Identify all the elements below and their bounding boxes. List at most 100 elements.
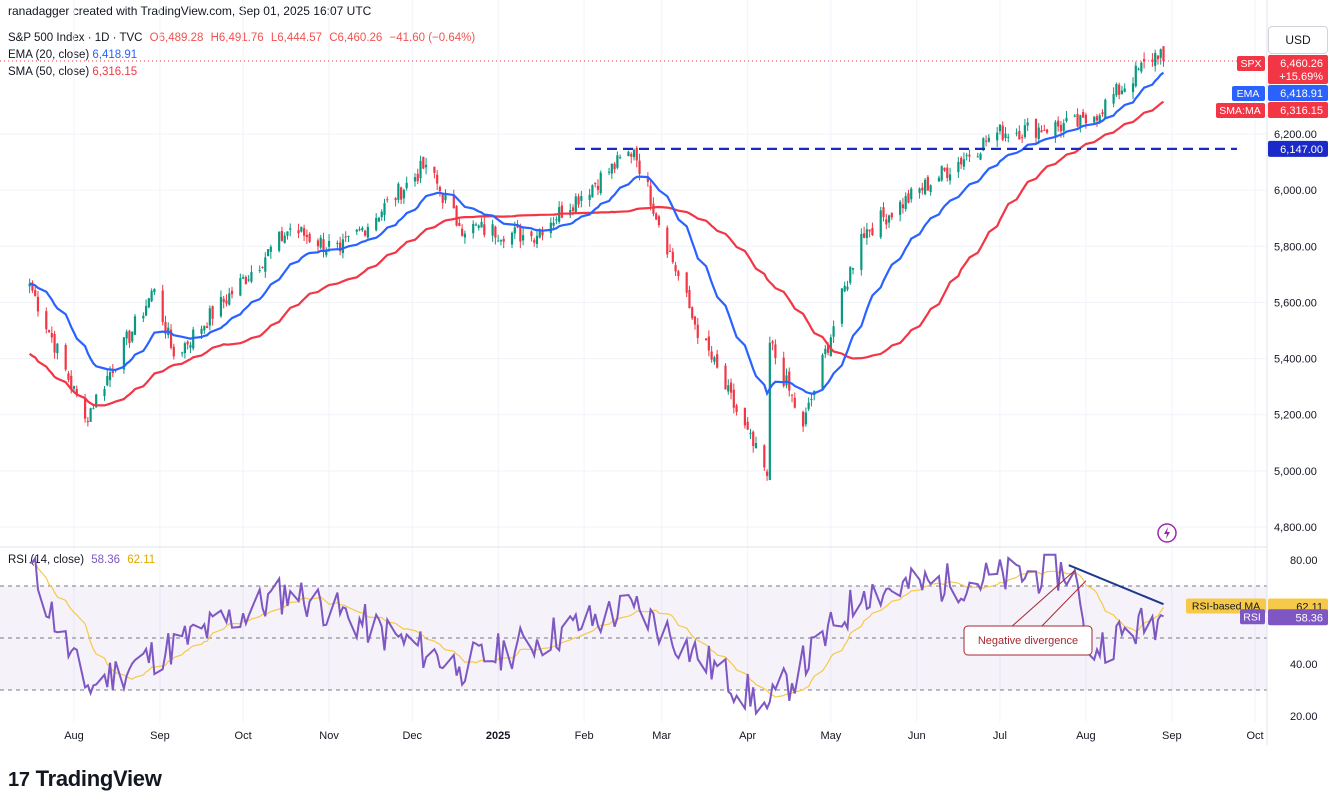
tradingview-logo-mark: 17: [8, 769, 30, 791]
spx-chip: [1237, 56, 1265, 71]
sma-legend-label: SMA (50, close): [8, 66, 90, 78]
candle-body: [461, 228, 464, 236]
candle-body: [189, 344, 192, 348]
rsi-axis-ticks: 20.00 40.00 80.00: [1290, 555, 1318, 723]
candle-body: [1137, 68, 1140, 70]
candle-body: [596, 185, 600, 190]
candle-body: [580, 196, 583, 201]
time-tick-label: Mar: [652, 730, 671, 742]
candle-body: [1095, 116, 1099, 121]
ema-legend-value: 6,418.91: [92, 49, 138, 61]
time-tick-label: May: [820, 730, 841, 742]
candle-body: [327, 240, 331, 247]
ema-chip-text: EMA: [1237, 88, 1260, 100]
time-tick-label: Sep: [1162, 730, 1182, 742]
candle-body: [793, 397, 796, 408]
rsi-tick-label: 40.00: [1290, 659, 1318, 671]
candle-body: [713, 357, 716, 362]
candle-body: [258, 269, 261, 271]
divergence-annotation: Negative divergence: [963, 564, 1164, 656]
candle-body: [416, 173, 419, 182]
candle-body: [211, 306, 214, 319]
candle-body: [244, 276, 247, 285]
candle-body: [242, 277, 245, 279]
price-tick-label: 5,400.00: [1274, 354, 1317, 366]
rsi-tag-text: 58.36: [1295, 612, 1323, 624]
time-tick-label: Jun: [908, 730, 926, 742]
candle-body: [1015, 132, 1018, 134]
price-tags: SPX 6,460.26+15.69% EMA 6,418.91 SMA:MA 6,316…: [1186, 55, 1328, 626]
candle-body: [962, 159, 966, 167]
candle-body: [106, 375, 109, 386]
candle-body: [1076, 114, 1079, 127]
candle-body: [752, 431, 755, 446]
candle-body: [67, 373, 70, 380]
candle-body: [533, 240, 536, 243]
candle-body: [510, 232, 514, 245]
candle-body: [691, 307, 694, 319]
candle-body: [879, 210, 882, 238]
candle-body: [907, 193, 910, 203]
candle-body: [987, 137, 990, 142]
candle-body: [319, 237, 322, 248]
sma-legend-row[interactable]: SMA (50, close) 6,316.15: [8, 64, 479, 81]
time-tick-label: Dec: [402, 730, 422, 742]
candle-body: [436, 174, 439, 184]
candle-body: [1093, 116, 1096, 123]
candle-body: [502, 238, 505, 242]
symbol-ohlc-row[interactable]: S&P 500 Index · 1D · TVC O6,489.28 H6,49…: [8, 30, 479, 47]
candle-body: [696, 324, 699, 338]
ema-legend-row[interactable]: EMA (20, close) 6,418.91: [8, 47, 479, 64]
candle-body: [998, 124, 1002, 132]
candle-body: [707, 336, 710, 351]
candle-body: [1104, 99, 1107, 119]
candle-body: [1098, 115, 1101, 124]
candle-body: [754, 443, 758, 449]
annotation-pointer: [1009, 570, 1076, 629]
candle-body: [452, 194, 455, 209]
candle-body: [560, 205, 564, 218]
candle-body: [247, 279, 250, 281]
candle-body: [1162, 46, 1165, 61]
candle-body: [810, 398, 813, 401]
candle-body: [630, 154, 633, 157]
candle-body: [1073, 115, 1076, 117]
candle-body: [890, 213, 893, 218]
candle-body: [599, 172, 602, 194]
candle-body: [1082, 112, 1085, 118]
tradingview-logo[interactable]: 17 TradingView: [8, 766, 162, 792]
candle-body: [266, 249, 270, 257]
candle-body: [1084, 114, 1087, 124]
candle-body: [982, 138, 985, 151]
candle-body: [50, 333, 53, 338]
rsi-chip: [1240, 609, 1265, 625]
candle-body: [205, 326, 209, 329]
candle-body: [308, 233, 311, 242]
candle-body: [103, 389, 106, 397]
candle-body: [763, 445, 766, 468]
currency-button[interactable]: USD: [1268, 26, 1328, 54]
candle-body: [882, 207, 885, 218]
symbol-name[interactable]: S&P 500 Index · 1D · TVC: [8, 32, 143, 44]
candle-body: [1079, 115, 1082, 129]
candle-body: [541, 231, 544, 236]
candle-body: [150, 290, 153, 302]
rsi-legend-row[interactable]: RSI (14, close) 58.36 62.11: [8, 554, 155, 566]
price-tick-label: 5,800.00: [1274, 241, 1317, 253]
candle-body: [64, 344, 67, 370]
candle-body: [316, 240, 320, 247]
candle-body: [968, 154, 971, 157]
candle-body: [89, 408, 92, 422]
candle-body: [649, 185, 652, 206]
candle-body: [552, 222, 555, 226]
annotation-text: Negative divergence: [978, 635, 1078, 647]
candle-body: [161, 290, 164, 323]
candle-body: [965, 155, 968, 157]
candle-body: [264, 257, 267, 272]
candle-body: [363, 230, 367, 236]
candle-body: [383, 203, 386, 216]
candle-body: [1043, 129, 1046, 131]
candle-body: [979, 153, 982, 160]
candle-body: [1054, 121, 1057, 136]
